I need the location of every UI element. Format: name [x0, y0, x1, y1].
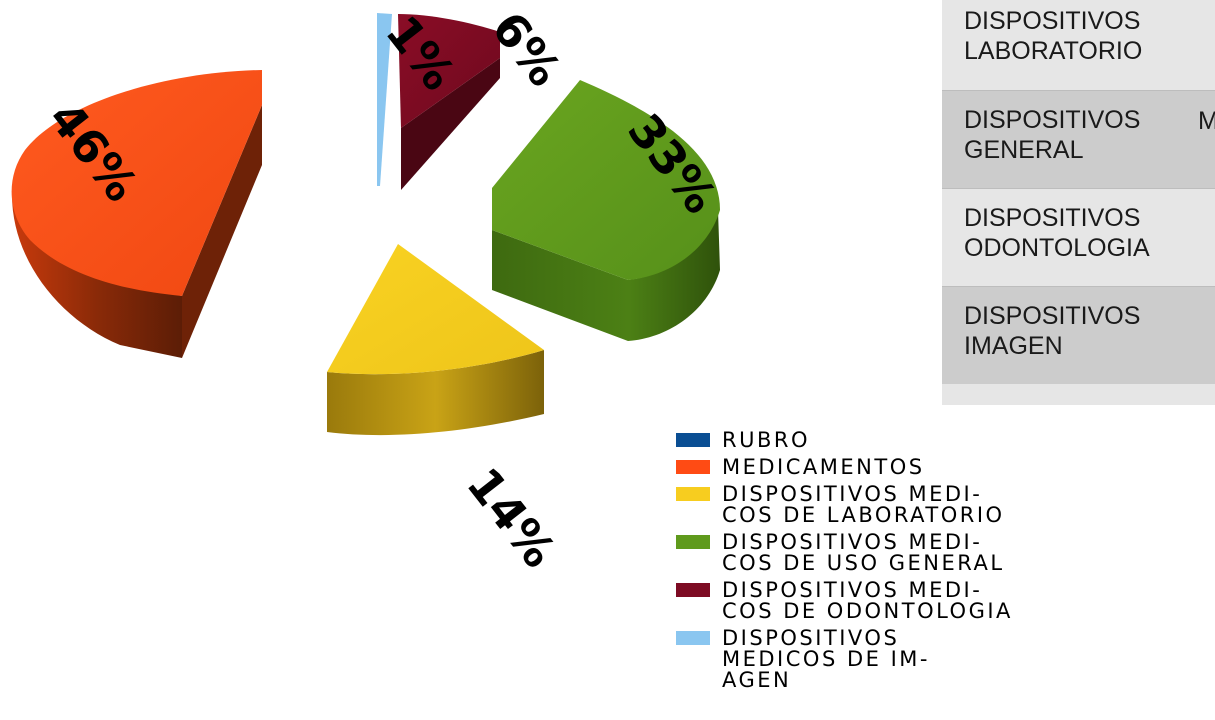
legend-swatch: [676, 631, 710, 645]
table-row: DISPOSITIVOS LABORATORIO: [942, 0, 1215, 90]
legend-swatch: [676, 583, 710, 597]
table-row: DISPOSITIVOS IMAGEN: [942, 286, 1215, 384]
legend-swatch: [676, 433, 710, 447]
slice-uso-general-side: [492, 210, 720, 341]
slice-imagen-top: [377, 13, 392, 186]
legend-label: RUBRO: [722, 428, 810, 452]
data-label-laboratorio: 14%: [456, 458, 566, 578]
table-row: DISPOSITIVOS ODONTOLOGIA: [942, 188, 1215, 286]
legend-swatch: [676, 460, 710, 474]
slice-laboratorio-side: [327, 350, 544, 436]
table-row-line2: GENERAL: [964, 136, 1084, 164]
legend-item-rubro: RUBRO: [676, 430, 1215, 451]
legend-label: MEDICAMENTOS: [722, 455, 925, 479]
table-row-line1: DISPOSITIVOS: [964, 106, 1141, 134]
slice-odontologia: [398, 14, 500, 190]
legend-item-medicamentos: MEDICAMENTOS: [676, 457, 1215, 478]
chart-legend: RUBRO MEDICAMENTOS DISPOSITIVOS MEDI- CO…: [676, 430, 1215, 697]
slice-medicamentos-wall: [182, 105, 262, 358]
table-row-line1: DISPOSITIVOS: [964, 7, 1141, 35]
slice-laboratorio: [327, 244, 544, 436]
slice-odontologia-side: [401, 58, 500, 190]
legend-label: DISPOSITIVOS MEDI- COS DE USO GENERAL: [722, 530, 1005, 575]
slice-medicamentos-top: [11, 70, 262, 296]
legend-label: DISPOSITIVOS MEDI- COS DE ODONTOLOGIA: [722, 578, 1013, 623]
slice-laboratorio-top: [327, 244, 544, 375]
slice-imagen: [377, 13, 392, 186]
table-row-line1: DISPOSITIVOS: [964, 204, 1141, 232]
table-row-line2: ODONTOLOGIA: [964, 234, 1150, 262]
slice-odontologia-top: [398, 14, 500, 128]
legend-item-odontologia: DISPOSITIVOS MEDI- COS DE ODONTOLOGIA: [676, 580, 1215, 622]
slice-medicamentos: [11, 70, 262, 358]
legend-item-uso-general: DISPOSITIVOS MEDI- COS DE USO GENERAL: [676, 532, 1215, 574]
legend-item-imagen: DISPOSITIVOS MEDICOS DE IM- AGEN: [676, 628, 1215, 691]
slice-uso-general-top: [492, 80, 720, 280]
table-row-line2: IMAGEN: [964, 332, 1063, 360]
legend-swatch: [676, 487, 710, 501]
legend-item-laboratorio: DISPOSITIVOS MEDI- COS DE LABORATORIO: [676, 484, 1215, 526]
table-row-trailing-text: M: [1198, 107, 1215, 135]
legend-swatch: [676, 535, 710, 549]
category-table: DISPOSITIVOS LABORATORIO DISPOSITIVOS GE…: [942, 0, 1215, 405]
table-row-line1: DISPOSITIVOS: [964, 302, 1141, 330]
legend-label: DISPOSITIVOS MEDI- COS DE LABORATORIO: [722, 482, 1005, 527]
legend-label: DISPOSITIVOS MEDICOS DE IM- AGEN: [722, 626, 930, 692]
table-row: DISPOSITIVOS GENERAL: [942, 90, 1215, 188]
slice-uso-general: [492, 80, 720, 341]
table-row-line2: LABORATORIO: [964, 37, 1143, 65]
